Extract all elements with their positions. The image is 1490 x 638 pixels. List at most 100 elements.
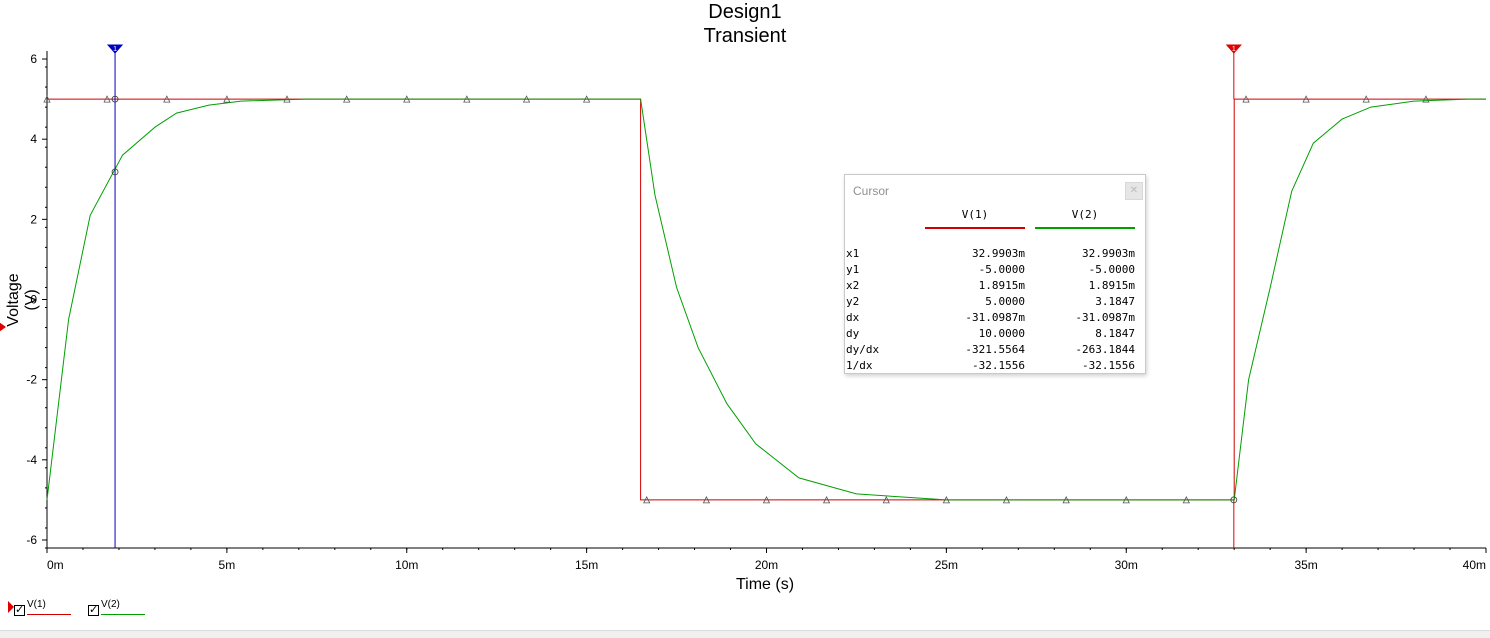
data-point-marker-v1: [762, 496, 771, 504]
cursor-row-label: dy/dx: [846, 343, 880, 356]
cursor-row-v1-value: 5.0000: [985, 295, 1025, 308]
cursor-column-v2: V(2): [1035, 208, 1135, 229]
data-point-marker-v1: [463, 95, 471, 103]
data-point-marker-v1: [882, 496, 890, 504]
y-tick-label: -4: [26, 453, 37, 467]
cursor-row-v2-value: -5.0000: [1088, 263, 1135, 276]
data-point-marker-v1: [163, 95, 171, 103]
data-point-marker-v1: [103, 95, 111, 103]
axis-marker-icon[interactable]: [0, 320, 6, 334]
cursor-row-x1: x1 32.9903m 32.9903m: [845, 247, 1145, 263]
chart-title: Design1: [708, 1, 782, 23]
cursor-row-v1-value: -32.1556: [972, 359, 1025, 372]
cursor-row-dy: dy 10.0000 8.1847: [845, 327, 1145, 343]
cursor-column-v1-underline: [925, 227, 1025, 229]
y-tick-label: 6: [30, 52, 37, 66]
data-point-marker-v1: [283, 95, 291, 103]
x-tick-label: 20m: [755, 558, 778, 572]
cursor-row-label: x2: [846, 279, 860, 292]
cursor-row-y1: y1 -5.0000 -5.0000: [845, 263, 1145, 279]
cursor-row-v2-value: -32.1556: [1082, 359, 1135, 372]
cursor-column-v2-underline: [1035, 227, 1135, 229]
series-line-v2: [46, 98, 1486, 501]
chart-subtitle: Transient: [703, 25, 787, 47]
close-icon[interactable]: ✕: [1125, 182, 1143, 200]
cursor-2-handle-label: 1: [1232, 46, 1236, 53]
x-tick-label: 0m: [47, 558, 64, 572]
cursor-row-1-dx: 1/dx -32.1556 -32.1556: [845, 359, 1145, 375]
cursor-row-dx: dx -31.0987m -31.0987m: [845, 311, 1145, 327]
series-line-v1: [47, 98, 1486, 501]
cursor-row-label: 1/dx: [846, 359, 873, 372]
data-point-marker-v1: [1182, 496, 1190, 504]
y-tick-label: 2: [30, 212, 37, 226]
cursor-row-v1-value: -31.0987m: [965, 311, 1025, 324]
x-tick-label: 15m: [575, 558, 598, 572]
data-point-marker-v1: [1422, 95, 1430, 103]
cursor-row-y2: y2 5.0000 3.1847: [845, 295, 1145, 311]
cursor-row-v1-value: -5.0000: [978, 263, 1025, 276]
cursor-row-dy-dx: dy/dx -321.5564 -263.1844: [845, 343, 1145, 359]
legend-marker-icon: [8, 601, 14, 613]
cursor-panel-title: Cursor: [853, 184, 890, 198]
cursor-row-v2-value: 3.1847: [1095, 295, 1135, 308]
y-tick-label: 0: [30, 293, 37, 307]
x-tick-label: 40m: [1463, 558, 1486, 572]
cursor-row-v2-value: -31.0987m: [1075, 311, 1135, 324]
cursor-2-marker: [1230, 496, 1238, 504]
legend-label-v1: V(1): [27, 599, 46, 610]
y-axis-label: Voltage (V): [5, 273, 40, 327]
data-point-marker-v1: [1062, 496, 1070, 504]
checkbox-checked-icon[interactable]: ✓: [14, 604, 25, 616]
cursor-row-v1-value: 32.9903m: [972, 247, 1025, 260]
data-point-marker-v1: [643, 496, 651, 504]
checkbox-checked-icon[interactable]: ✓: [88, 604, 99, 616]
data-point-marker-v1: [702, 496, 711, 504]
cursor-panel[interactable]: Cursor ✕ V(1) V(2) x1 32.9903m 32.9903m y1 -…: [844, 174, 1146, 374]
data-point-marker-v1: [942, 496, 951, 504]
cursor-1-marker-v1: [111, 95, 119, 103]
data-point-marker-v1: [1242, 95, 1250, 103]
cursor-column-v2-label: V(2): [1071, 208, 1099, 221]
legend: ✓ V(1) ✓ V(2): [0, 599, 300, 621]
data-point-marker-v1: [1362, 95, 1370, 103]
cursor-row-v1-value: 1.8915m: [978, 279, 1025, 292]
cursor-1-marker-v2: [111, 168, 119, 176]
cursor-row-label: dx: [846, 311, 860, 324]
y-tick-label: -2: [26, 373, 37, 387]
cursor-row-label: x1: [846, 247, 860, 260]
cursor-row-v1-value: 10.0000: [978, 327, 1025, 340]
cursor-row-label: y2: [846, 295, 860, 308]
data-point-marker-v1: [43, 95, 51, 103]
cursor-row-x2: x2 1.8915m 1.8915m: [845, 279, 1145, 295]
data-point-marker-v1: [1302, 95, 1310, 103]
y-tick-label: -6: [26, 533, 37, 547]
cursor-row-v2-value: 8.1847: [1095, 327, 1135, 340]
cursor-2-handle-icon[interactable]: [1225, 44, 1242, 54]
legend-label-v2: V(2): [101, 599, 120, 610]
cursor-row-v2-value: 1.8915m: [1088, 279, 1135, 292]
cursor-row-v2-value: 32.9903m: [1082, 247, 1135, 260]
cursor-row-label: dy: [846, 327, 860, 340]
cursor-row-label: y1: [846, 263, 860, 276]
cursor-row-v1-value: -321.5564: [965, 343, 1025, 356]
cursor-1-handle-icon[interactable]: [106, 44, 124, 54]
y-tick-label: 4: [30, 132, 37, 146]
cursor-row-v2-value: -263.1844: [1075, 343, 1135, 356]
data-point-marker-v1: [822, 496, 831, 504]
x-tick-label: 35m: [1294, 558, 1317, 572]
data-point-marker-v1: [1002, 496, 1011, 504]
x-tick-label: 5m: [219, 558, 236, 572]
data-point-marker-v1: [1122, 496, 1130, 504]
cursor-1-handle-label: 1: [113, 46, 117, 53]
data-point-marker-v1: [522, 95, 531, 103]
legend-line-v1: [27, 614, 71, 615]
x-tick-label: 10m: [395, 558, 418, 572]
x-axis-label: Time (s): [735, 576, 795, 593]
data-point-marker-v1: [582, 95, 591, 103]
data-point-marker-v1: [403, 95, 411, 103]
legend-line-v2: [101, 614, 145, 615]
bottom-scroll-area: [0, 630, 1490, 638]
data-point-marker-v1: [343, 95, 351, 103]
